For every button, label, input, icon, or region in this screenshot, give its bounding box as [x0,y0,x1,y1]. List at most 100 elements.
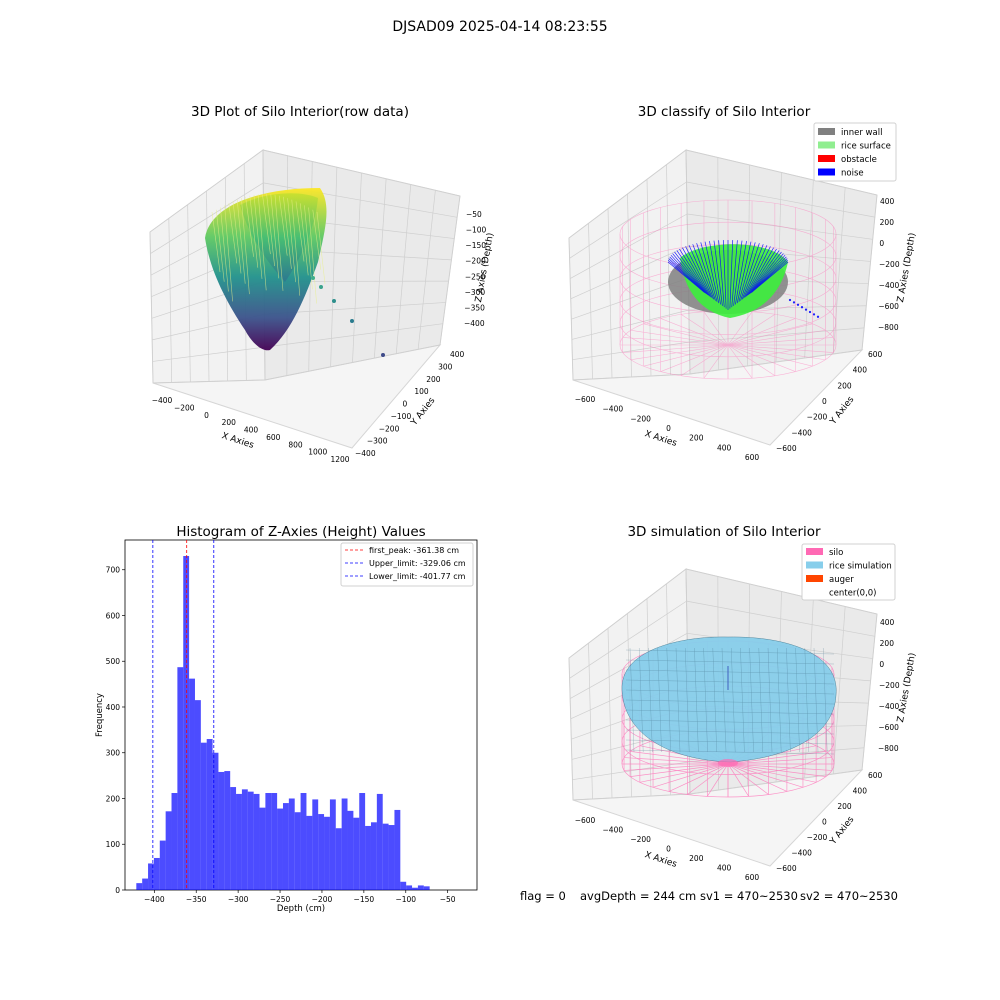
histogram-bar [153,857,160,890]
histogram-bar [347,810,354,890]
classify-x-axis-label: X Axies [643,429,678,449]
raw-strand [304,205,313,290]
noise-strand [745,247,774,297]
raw-y-tick-label: −100 [391,412,412,421]
mesh-line [749,647,754,753]
histogram-bar [394,809,401,890]
silo-spoke [622,337,729,346]
histogram-x-axis-label: Depth (cm) [277,904,325,914]
classify-3d-panel: 3D classify of Silo Interior inner wall r… [568,104,918,462]
raw-strand [253,194,263,279]
classify-x-tick-labels: −600 −400 −200 0 200 400 600 [575,395,760,462]
noise-point [804,308,808,311]
simulation-x-tick-label: −400 [603,826,624,835]
simulation-y-tick-label: 600 [868,771,883,780]
silo-spoke [687,763,729,795]
raw-strand [278,195,288,256]
simulation-rice-mesh [625,647,835,755]
classify-x-tick-label: −400 [603,405,624,414]
mesh-line [758,647,763,753]
gridline [149,231,154,384]
legend-label: rice simulation [829,562,892,572]
classify-gridlines [568,149,878,381]
noise-strand [670,254,706,294]
simulation-z-tick-label: −400 [879,702,900,711]
simulation-x-axis-label: X Axies [643,850,678,870]
raw-strand [274,194,284,291]
classify-y-tick-label: 0 [822,397,827,406]
noise-strand [751,261,789,293]
silo-spoke [622,344,729,353]
mesh-line [804,647,809,753]
simulation-z-tick-label: −200 [879,681,900,690]
noise-strand [738,242,756,302]
simulation-x-tick-label: 400 [717,864,732,873]
histogram-bar [271,793,278,890]
histogram-bar [400,881,407,890]
gridline [607,208,613,379]
mesh-line [625,699,835,705]
mesh-line [625,749,835,755]
histogram-y-tick-label: 300 [106,749,121,758]
histogram-x-tick-label: −50 [440,895,456,904]
classify-z-tick-label: 200 [880,218,895,227]
histogram-bar [142,878,149,890]
raw-gridlines [149,149,461,384]
silo-spoke [727,757,832,765]
simulation-x-tick-label: 200 [689,854,704,863]
raw-strand [228,203,238,264]
noise-strand [744,246,771,298]
noise-strand [747,248,777,296]
silo-spoke [727,763,817,783]
classify-legend: inner wall rice surface obstacle noise [813,122,897,182]
noise-strand [668,258,705,293]
classify-legend-box [813,122,897,182]
raw-point-strands [211,193,326,304]
simulation-z-tick-label: −800 [878,744,899,753]
simulation-legend: silo rice simulation auger center(0,0) [801,543,896,601]
silo-spoke [639,763,729,783]
simulation-x-tick-label: −600 [575,816,596,825]
noise-strand [718,240,725,308]
histogram-bar [230,787,237,890]
raw-strand [287,198,296,283]
classify-y-tick-label: −600 [776,444,797,453]
simulation-y-tick-label: 200 [837,802,852,811]
classify-z-tick-label: 400 [880,197,895,206]
simulation-z-tick-label: 0 [879,660,884,669]
mesh-line [703,647,708,753]
simulation-y-tick-label: −600 [776,864,797,873]
histogram-bar [282,803,289,890]
legend-label: noise [841,169,864,179]
legend-swatch [806,588,823,596]
gridline [439,195,461,346]
mesh-line [740,647,745,753]
histogram-bar [200,742,207,890]
raw-x-tick-label: 1200 [330,455,349,464]
legend-label: silo [829,548,843,558]
raw-z-tick-label: −50 [466,210,482,219]
silo-spoke [703,344,729,379]
silo-spoke [727,344,813,367]
raw-y-tick-label: −200 [379,424,400,433]
gridline [832,606,846,775]
footer-sv2: sv2 = 470~2530 [800,889,898,903]
simulation-z-tick-label: 200 [880,639,895,648]
classify-y-tick-label: −200 [807,413,828,422]
mesh-line [666,647,671,753]
gridline [374,178,387,359]
histogram-bar [148,863,154,890]
histogram-bar [294,812,301,890]
raw-z-tick-label: −350 [464,303,485,312]
classify-z-tick-label: 0 [879,239,884,248]
raw-y-axis-label: Y Axies [409,396,438,429]
gridline [666,164,671,376]
noise-strand [722,240,727,309]
histogram-bar [259,807,266,890]
gridline [588,643,593,800]
histogram-y-tick-label: 400 [106,703,121,712]
histogram-bar [406,885,413,890]
